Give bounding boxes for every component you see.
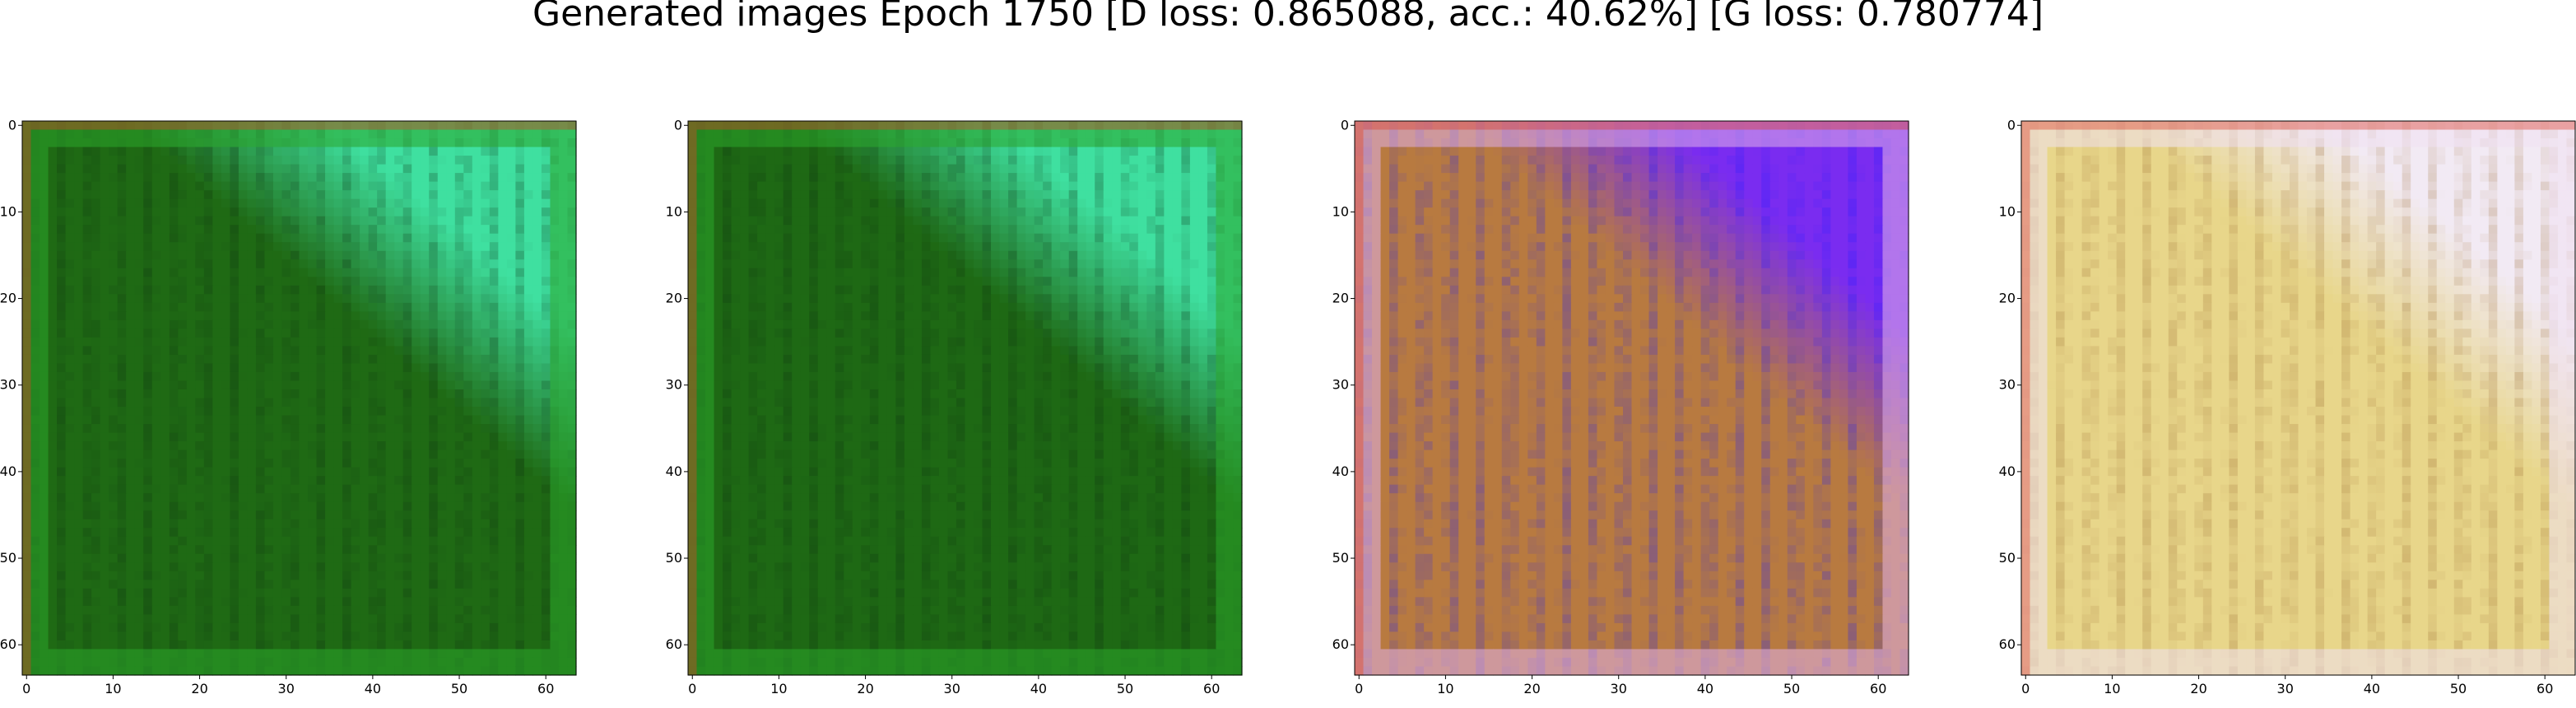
- x-axis: 0 10 20 30 40 50 60: [1355, 675, 1886, 696]
- x-tick-label: 10: [105, 681, 121, 696]
- y-tick-label: 0: [8, 117, 16, 133]
- y-tick-label: 50: [1999, 550, 2016, 566]
- x-tick-label: 20: [857, 681, 873, 696]
- y-tick-label: 30: [1332, 377, 1349, 393]
- x-tick-label: 30: [944, 681, 960, 696]
- y-tick-label: 30: [666, 377, 682, 393]
- generated-image-plot: 0 10 20 30 40 50 600 10 20 30 40 50 60: [1355, 121, 1910, 708]
- y-tick-label: 50: [1332, 550, 1349, 566]
- figure-title: Generated images Epoch 1750 [D loss: 0.8…: [0, 0, 2576, 28]
- y-tick-label: 10: [1332, 203, 1349, 219]
- x-tick-label: 10: [1437, 681, 1453, 696]
- y-tick-label: 60: [666, 636, 682, 652]
- y-tick-label: 10: [666, 203, 682, 219]
- x-tick-label: 0: [2021, 681, 2030, 696]
- y-tick-label: 10: [1999, 203, 2016, 219]
- x-axis: 0 10 20 30 40 50 60: [688, 675, 1220, 696]
- x-tick-label: 60: [537, 681, 554, 696]
- y-tick-label: 40: [0, 463, 16, 479]
- x-tick-label: 50: [1117, 681, 1133, 696]
- x-tick-label: 50: [1783, 681, 1800, 696]
- y-tick-label: 0: [2007, 117, 2016, 133]
- x-tick-label: 30: [278, 681, 295, 696]
- x-tick-label: 40: [1030, 681, 1047, 696]
- y-tick-label: 20: [0, 291, 16, 306]
- y-tick-label: 40: [1999, 463, 2016, 479]
- x-tick-label: 20: [1523, 681, 1540, 696]
- y-axis: 0 10 20 30 40 50 60: [1332, 117, 1355, 652]
- generated-image: [688, 121, 1243, 676]
- x-tick-label: 40: [2364, 681, 2380, 696]
- x-axis: 0 10 20 30 40 50 60: [22, 675, 554, 696]
- generated-image: [1355, 121, 1909, 676]
- generated-image: [2021, 121, 2576, 676]
- x-tick-label: 30: [1611, 681, 1627, 696]
- y-tick-label: 0: [1341, 117, 1349, 133]
- x-tick-label: 20: [2190, 681, 2206, 696]
- y-tick-label: 30: [1999, 377, 2016, 393]
- y-axis: 0 10 20 30 40 50 60: [0, 117, 22, 652]
- x-tick-label: 0: [1355, 681, 1363, 696]
- x-tick-label: 40: [1697, 681, 1713, 696]
- x-tick-label: 10: [2104, 681, 2120, 696]
- x-axis: 0 10 20 30 40 50 60: [2021, 675, 2553, 696]
- x-tick-label: 20: [191, 681, 207, 696]
- x-tick-label: 50: [451, 681, 467, 696]
- y-tick-label: 10: [0, 203, 16, 219]
- y-axis: 0 10 20 30 40 50 60: [1999, 117, 2021, 652]
- generated-image-plot: 0 10 20 30 40 50 600 10 20 30 40 50 60: [22, 121, 578, 708]
- x-tick-label: 50: [2450, 681, 2467, 696]
- x-tick-label: 40: [365, 681, 381, 696]
- y-tick-label: 50: [0, 550, 16, 566]
- generated-image: [22, 121, 577, 676]
- x-tick-label: 30: [2277, 681, 2294, 696]
- x-tick-label: 60: [1870, 681, 1886, 696]
- x-tick-label: 0: [688, 681, 696, 696]
- y-axis: 0 10 20 30 40 50 60: [666, 117, 688, 652]
- y-tick-label: 60: [1999, 636, 2016, 652]
- generated-image-plot: 0 10 20 30 40 50 600 10 20 30 40 50 60: [2021, 121, 2576, 708]
- y-tick-label: 30: [0, 377, 16, 393]
- x-tick-label: 0: [22, 681, 30, 696]
- y-tick-label: 40: [1332, 463, 1349, 479]
- y-tick-label: 20: [1999, 291, 2016, 306]
- y-tick-label: 0: [674, 117, 682, 133]
- x-tick-label: 10: [770, 681, 787, 696]
- x-tick-label: 60: [2536, 681, 2553, 696]
- generated-image-plot: 0 10 20 30 40 50 600 10 20 30 40 50 60: [688, 121, 1244, 708]
- x-tick-label: 60: [1203, 681, 1220, 696]
- y-tick-label: 20: [666, 291, 682, 306]
- y-tick-label: 60: [0, 636, 16, 652]
- y-tick-label: 40: [666, 463, 682, 479]
- y-tick-label: 50: [666, 550, 682, 566]
- y-tick-label: 20: [1332, 291, 1349, 306]
- y-tick-label: 60: [1332, 636, 1349, 652]
